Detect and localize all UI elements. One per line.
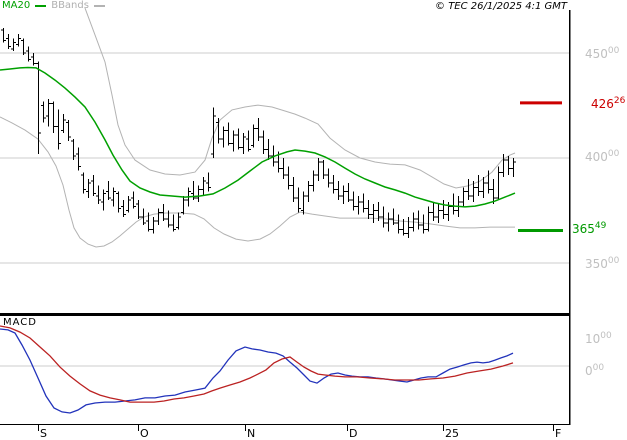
resistance-level-label: 42626 — [591, 96, 626, 111]
support-level-label: 36549 — [572, 221, 607, 236]
bbands-legend-label: BBands — [51, 0, 89, 11]
BB-lower-line — [0, 116, 515, 248]
gridlines — [0, 52, 570, 367]
x-axis-label-sep: S — [40, 427, 47, 440]
macd-panel-label: MACD — [3, 317, 37, 328]
macd-axis-label-10: 1000 — [585, 331, 612, 346]
x-axis-label-dec: D — [349, 427, 358, 440]
macd-lines — [0, 325, 514, 414]
y-axis-label-450: 45000 — [585, 46, 620, 61]
BB-upper-line — [84, 7, 516, 189]
x-axis-label-25: 25 — [445, 427, 459, 440]
macd-line — [0, 328, 514, 414]
signal-line — [0, 325, 514, 403]
axes-frame — [0, 10, 571, 431]
panel-divider — [0, 313, 570, 316]
candlestick-bars — [1, 27, 516, 238]
indicator-legend: MA20 BBands — [2, 0, 105, 12]
y-axis-label-350: 35000 — [585, 256, 620, 271]
ma20-line — [0, 66, 516, 208]
ma20-legend-label: MA20 — [2, 0, 31, 11]
bollinger-bands — [0, 7, 516, 248]
y-axis-label-400: 40000 — [585, 149, 620, 164]
bbands-line-swatch-icon — [93, 5, 105, 7]
x-axis-label-feb: F — [555, 427, 562, 440]
x-axis-label-oct: O — [140, 427, 149, 440]
ma20-line-swatch-icon — [35, 5, 47, 7]
x-axis-label-nov: N — [247, 427, 256, 440]
macd-axis-label-0: 000 — [585, 363, 605, 378]
copyright-text: © TEC 26/1/2025 4:1 GMT — [435, 1, 567, 12]
